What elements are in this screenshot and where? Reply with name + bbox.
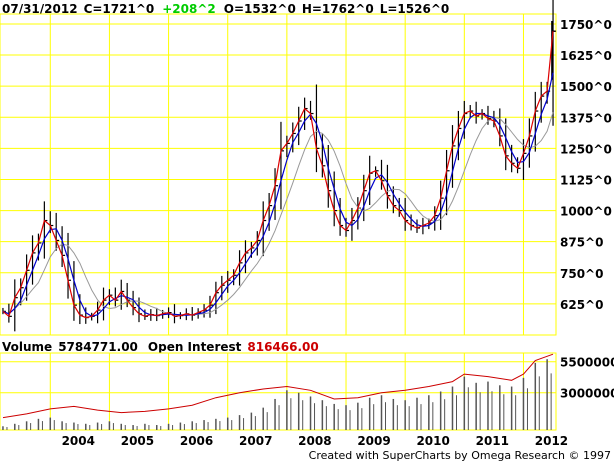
year-tick-label: 2009 — [357, 434, 390, 448]
header-open: O=1532^0 — [224, 2, 296, 16]
volume-panel — [0, 352, 557, 431]
price-tick-label: 625^0 — [560, 298, 603, 312]
price-tick-label: 1625^0 — [560, 49, 612, 63]
price-tick-label: 1500^0 — [560, 80, 612, 94]
volume-header: Volume 5784771.00 Open Interest 816466.00 — [2, 340, 319, 354]
year-tick-label: 2006 — [180, 434, 213, 448]
price-tick-label: 1250^0 — [560, 142, 612, 156]
year-tick-label: 2010 — [416, 434, 449, 448]
price-tick-label: 1375^0 — [560, 111, 612, 125]
price-panel — [0, 0, 557, 336]
volume-label: Volume — [2, 340, 52, 354]
year-tick-label: 2012 — [535, 434, 568, 448]
price-tick-label: 875^0 — [560, 236, 603, 250]
header-date: 07/31/2012 — [2, 2, 78, 16]
price-frame — [0, 13, 557, 336]
volume-tick-label: 5500000 — [560, 356, 614, 370]
ma-mid-line — [2, 72, 554, 317]
ma-fast-line — [2, 31, 554, 319]
year-tick-label: 2011 — [476, 434, 509, 448]
header-change: +208^2 — [162, 2, 216, 16]
open-interest-line — [2, 353, 554, 419]
volume-frame — [0, 352, 557, 431]
year-tick-label: 2005 — [121, 434, 154, 448]
price-axis: 1750^0 1625^0 1500^0 1375^0 1250^0 1125^0 1000… — [560, 18, 612, 312]
volume-value: 5784771.00 — [58, 340, 138, 354]
year-tick-label: 2007 — [239, 434, 272, 448]
time-axis: 2004 2005 2006 2007 2008 2009 2010 2011 2012 — [62, 434, 569, 448]
header-low: L=1526^0 — [380, 2, 450, 16]
header-close: C=1721^0 — [84, 2, 155, 16]
year-tick-label: 2008 — [298, 434, 331, 448]
credit-text: Created with SuperCharts by Omega Resear… — [309, 449, 611, 462]
header-text: 07/31/2012 C=1721^0 +208^2 O=1532^0 H=1762^0… — [2, 2, 449, 16]
price-tick-label: 1125^0 — [560, 173, 612, 187]
ma-slow-line — [2, 112, 554, 316]
volume-axis: 5500000 3000000 — [560, 356, 614, 401]
header-high: H=1762^0 — [302, 2, 374, 16]
price-tick-label: 750^0 — [560, 267, 603, 281]
price-tick-label: 1750^0 — [560, 18, 612, 32]
price-tick-label: 1000^0 — [560, 205, 612, 219]
year-tick-label: 2004 — [62, 434, 95, 448]
open-interest-value: 816466.00 — [247, 340, 318, 354]
volume-tick-label: 3000000 — [560, 387, 614, 401]
open-interest-label: Open Interest — [148, 340, 242, 354]
